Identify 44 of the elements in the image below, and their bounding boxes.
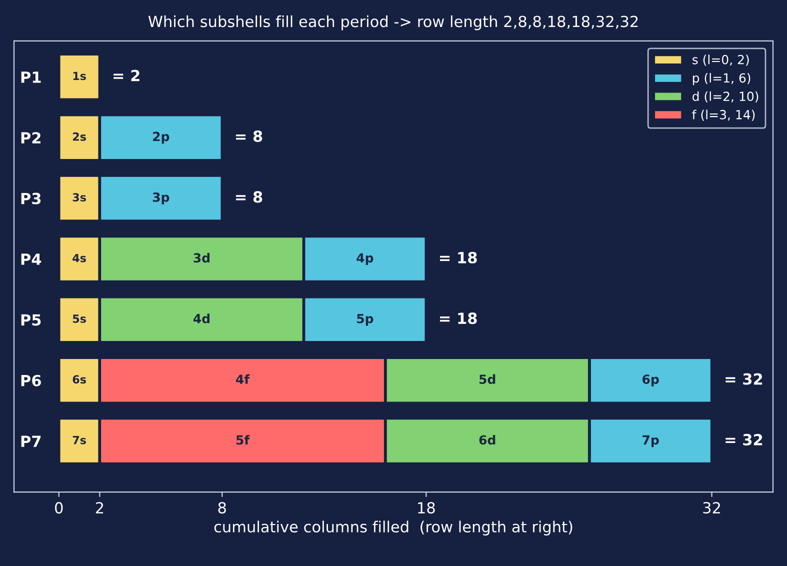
total-label: = 32 bbox=[726, 434, 762, 446]
total-label: = 18 bbox=[440, 252, 477, 264]
annotation: 4p bbox=[356, 253, 374, 266]
annotation: 6d bbox=[479, 434, 496, 445]
x-tick-label: 2 bbox=[96, 502, 104, 514]
annotation: 6s bbox=[72, 375, 86, 384]
annotation: 4f bbox=[236, 374, 250, 384]
legend-label: p (l=1, 6) bbox=[692, 73, 750, 86]
annotation: 5s bbox=[72, 314, 86, 323]
y-tick-label: P4 bbox=[21, 254, 42, 265]
total-label: = 32 bbox=[726, 373, 762, 385]
legend-label: d (l=2, 10) bbox=[692, 91, 758, 103]
x-axis-title: cumulative columns filled (row length at right) bbox=[214, 520, 572, 536]
y-tick-label: P3 bbox=[21, 192, 41, 204]
annotation: 2s bbox=[73, 132, 86, 141]
annotation: 5d bbox=[479, 374, 496, 384]
y-tick-label: P2 bbox=[21, 132, 40, 144]
legend-label: s (l=0, 2) bbox=[692, 54, 749, 66]
annotation: 4s bbox=[72, 254, 86, 262]
annotation: 5f bbox=[236, 434, 250, 445]
annotation: 3d bbox=[194, 252, 210, 263]
total-label: = 8 bbox=[236, 130, 262, 142]
annotation: 7p bbox=[642, 435, 659, 448]
chart-title: Which subshells fill each period -> row length 2,8,8,18,18,32,32 bbox=[148, 15, 638, 30]
annotation: 5p bbox=[357, 314, 374, 326]
annotation: 6p bbox=[642, 374, 659, 386]
total-label: = 8 bbox=[236, 191, 262, 203]
total-label: = 2 bbox=[114, 70, 140, 82]
annotation: 1s bbox=[73, 72, 86, 80]
legend-label: f (l=3, 14) bbox=[692, 110, 755, 121]
y-tick-label: P6 bbox=[21, 374, 41, 386]
y-tick-label: P7 bbox=[21, 436, 41, 447]
total-label: = 18 bbox=[440, 312, 477, 324]
annotation: 3s bbox=[72, 193, 86, 202]
annotation: 2p bbox=[153, 132, 170, 144]
y-tick-label: P5 bbox=[21, 314, 41, 326]
x-tick-label: 18 bbox=[418, 502, 435, 514]
x-tick-label: 0 bbox=[55, 502, 63, 514]
x-tick-label: 32 bbox=[703, 502, 720, 514]
annotation: 3p bbox=[152, 192, 170, 204]
y-tick-label: P1 bbox=[21, 72, 41, 83]
annotation: 7s bbox=[72, 436, 86, 444]
annotation: 4d bbox=[193, 314, 210, 324]
x-tick-label: 8 bbox=[218, 502, 226, 514]
